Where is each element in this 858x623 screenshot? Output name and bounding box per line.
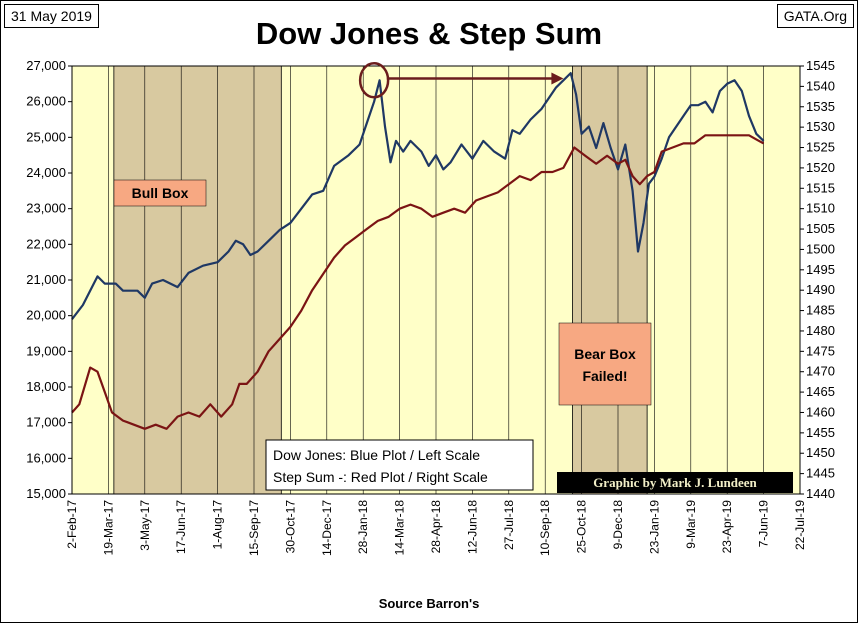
y-left-tick-label: 17,000 — [26, 415, 66, 430]
y-right-tick-label: 1505 — [806, 221, 835, 236]
x-tick-label: 2-Feb-17 — [65, 500, 79, 549]
y-right-tick-label: 1510 — [806, 201, 835, 216]
legend-box — [265, 439, 534, 491]
arrow-head — [551, 72, 564, 85]
y-left-tick-label: 27,000 — [26, 58, 66, 73]
y-right-tick-label: 1440 — [806, 486, 835, 501]
credit-text: Graphic by Mark J. Lundeen — [593, 475, 757, 490]
x-tick-label: 3-May-17 — [138, 500, 152, 551]
x-tick-label: 17-Jun-17 — [174, 500, 188, 554]
y-left-tick-label: 20,000 — [26, 308, 66, 323]
x-tick-label: 25-Oct-18 — [575, 500, 589, 554]
bull-box-label-bg — [113, 179, 207, 207]
x-tick-label: 19-Mar-17 — [101, 500, 115, 556]
y-right-tick-label: 1525 — [806, 140, 835, 155]
x-tick-label: 28-Apr-18 — [429, 500, 443, 554]
x-tick-label: 9-Mar-19 — [684, 500, 698, 549]
x-tick-label: 15-Sep-17 — [247, 500, 261, 556]
y-right-tick-label: 1535 — [806, 99, 835, 114]
x-tick-label: 23-Jan-19 — [647, 500, 661, 554]
y-right-tick-label: 1465 — [806, 384, 835, 399]
y-right-tick-label: 1485 — [806, 303, 835, 318]
x-tick-label: 1-Aug-17 — [211, 500, 225, 550]
y-left-tick-label: 21,000 — [26, 272, 66, 287]
y-right-tick-label: 1445 — [806, 466, 835, 481]
chart-title: Dow Jones & Step Sum — [255, 16, 603, 51]
bear-box — [572, 65, 648, 495]
x-tick-label: 12-Jun-18 — [465, 500, 479, 554]
y-right-tick-label: 1480 — [806, 323, 835, 338]
y-left-tick-label: 23,000 — [26, 201, 66, 216]
x-tick-label: 28-Jan-18 — [356, 500, 370, 554]
highlight-circle — [358, 62, 390, 99]
x-tick-label: 14-Dec-17 — [320, 500, 334, 556]
bear-box-label-line-1: Bear Box — [574, 346, 636, 362]
plot-border — [71, 65, 801, 495]
y-left-tick-label: 16,000 — [26, 450, 66, 465]
y-right-tick-label: 1490 — [806, 282, 835, 297]
y-right-tick-label: 1475 — [806, 343, 835, 358]
y-left-tick-label: 25,000 — [26, 129, 66, 144]
x-tick-label: 27-Jul-18 — [502, 500, 516, 550]
legend-line-2: Step Sum -: Red Plot / Right Scale — [273, 469, 488, 485]
source-tag: GATA.Org — [776, 4, 854, 28]
bear-box-label-bg — [558, 322, 652, 406]
y-left-tick-label: 18,000 — [26, 379, 66, 394]
x-tick-label: 7-Jun-19 — [757, 500, 771, 548]
y-left-tick-label: 22,000 — [26, 236, 66, 251]
bear-box-label-line-2: Failed! — [582, 368, 627, 384]
y-right-tick-label: 1515 — [806, 180, 835, 195]
bull-box-label: Bull Box — [132, 185, 189, 201]
x-tick-label: 22-Jul-19 — [793, 500, 807, 550]
legend-line-1: Dow Jones: Blue Plot / Left Scale — [273, 447, 480, 463]
y-right-tick-label: 1530 — [806, 119, 835, 134]
date-tag: 31 May 2019 — [4, 4, 99, 28]
y-right-tick-label: 1470 — [806, 364, 835, 379]
y-right-tick-label: 1495 — [806, 262, 835, 277]
bull-box — [113, 65, 282, 495]
step-sum-line — [71, 134, 765, 430]
y-right-tick-label: 1460 — [806, 404, 835, 419]
y-left-tick-label: 19,000 — [26, 343, 66, 358]
y-right-tick-label: 1500 — [806, 241, 835, 256]
x-tick-label: 9-Dec-18 — [611, 500, 625, 550]
x-tick-label: 10-Sep-18 — [538, 500, 552, 556]
y-left-tick-label: 26,000 — [26, 94, 66, 109]
y-right-tick-label: 1520 — [806, 160, 835, 175]
y-right-tick-label: 1545 — [806, 58, 835, 73]
y-left-tick-label: 15,000 — [26, 486, 66, 501]
y-right-tick-label: 1450 — [806, 445, 835, 460]
x-tick-label: 23-Apr-19 — [720, 500, 734, 554]
x-tick-label: 14-Mar-18 — [393, 500, 407, 556]
y-left-tick-label: 24,000 — [26, 165, 66, 180]
credit-box — [557, 472, 793, 493]
y-right-tick-label: 1455 — [806, 425, 835, 440]
y-right-tick-label: 1540 — [806, 78, 835, 93]
x-tick-label: 30-Oct-17 — [283, 500, 297, 554]
x-axis-label: Source Barron's — [379, 596, 480, 611]
